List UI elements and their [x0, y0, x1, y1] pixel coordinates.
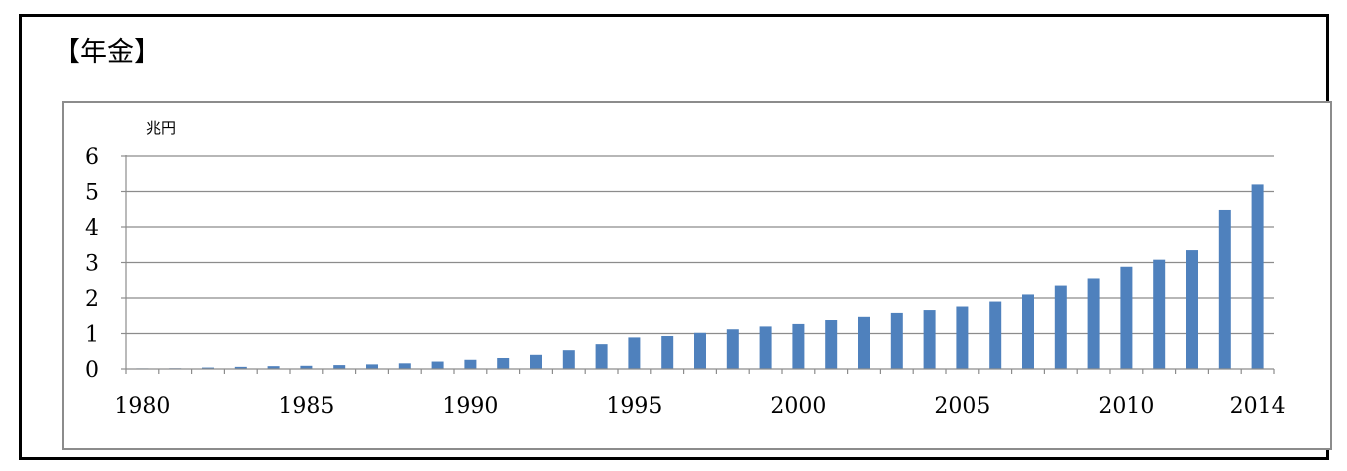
axes — [121, 155, 1275, 374]
bar-1994 — [595, 344, 608, 369]
y-tick-label-3: 3 — [85, 252, 99, 277]
y-tick-label-2: 2 — [85, 287, 99, 312]
tick-labels: 0 1 2 3 4 5 6 1980 1985 1990 1995 2000 2005 2010 2014 — [85, 145, 1286, 419]
x-tick-label-1980: 1980 — [114, 394, 170, 419]
chart-frame: 0 1 2 3 4 5 6 1980 1985 1990 1995 2000 2005 2010 2014 … — [62, 101, 1332, 450]
bar-2008 — [1054, 285, 1067, 369]
bar-1990 — [464, 359, 477, 369]
bar-1991 — [497, 357, 510, 369]
bar-1993 — [562, 350, 575, 369]
bar-1984 — [267, 366, 280, 369]
y-tick-label-1: 1 — [85, 323, 99, 348]
bar-1989 — [431, 361, 444, 369]
y-tick-label-5: 5 — [85, 181, 99, 206]
bar-2007 — [1022, 294, 1034, 369]
bar-2005 — [956, 306, 969, 369]
x-tick-label-2005: 2005 — [934, 394, 990, 419]
bar-1999 — [759, 326, 772, 369]
bar-2001 — [825, 320, 838, 369]
bar-2006 — [989, 301, 1002, 369]
y-tick-label-0: 0 — [85, 358, 99, 383]
bar-2002 — [858, 316, 870, 369]
outer-frame: 【年金】 0 1 2 3 4 5 6 1980 1985 1990 1995 2000 2005 2010… — [19, 14, 1332, 460]
bar-1996 — [661, 335, 674, 369]
bar-1998 — [726, 329, 739, 369]
bar-1982 — [202, 367, 214, 369]
bar-1985 — [300, 365, 313, 369]
x-tick-label-1985: 1985 — [278, 394, 334, 419]
y-tick-label-6: 6 — [85, 145, 99, 170]
bar-1987 — [366, 364, 378, 369]
bar-2004 — [923, 310, 936, 369]
y-axis-unit-label: 兆円 — [146, 119, 176, 137]
x-tick-label-1990: 1990 — [442, 394, 498, 419]
bar-2009 — [1087, 278, 1100, 369]
bar-1995 — [628, 337, 641, 369]
bar-1992 — [530, 354, 542, 369]
bar-2010 — [1120, 266, 1133, 369]
bars — [136, 184, 1264, 369]
x-tick-label-1995: 1995 — [606, 394, 662, 419]
bar-1997 — [694, 332, 706, 369]
x-tick-label-2014: 2014 — [1230, 394, 1286, 419]
page-title: 【年金】 — [53, 37, 161, 68]
bar-2014 — [1251, 184, 1264, 369]
bar-1986 — [333, 365, 346, 369]
x-tick-label-2000: 2000 — [770, 394, 826, 419]
bar-2000 — [792, 323, 805, 369]
bar-1988 — [398, 363, 411, 369]
bar-2011 — [1153, 259, 1166, 369]
bar-2013 — [1218, 209, 1231, 369]
bar-2003 — [890, 312, 903, 369]
bar-1983 — [234, 366, 247, 369]
x-tick-label-2010: 2010 — [1098, 394, 1154, 419]
gridlines — [126, 155, 1274, 335]
y-tick-label-4: 4 — [85, 216, 99, 241]
bar-2012 — [1186, 250, 1198, 369]
